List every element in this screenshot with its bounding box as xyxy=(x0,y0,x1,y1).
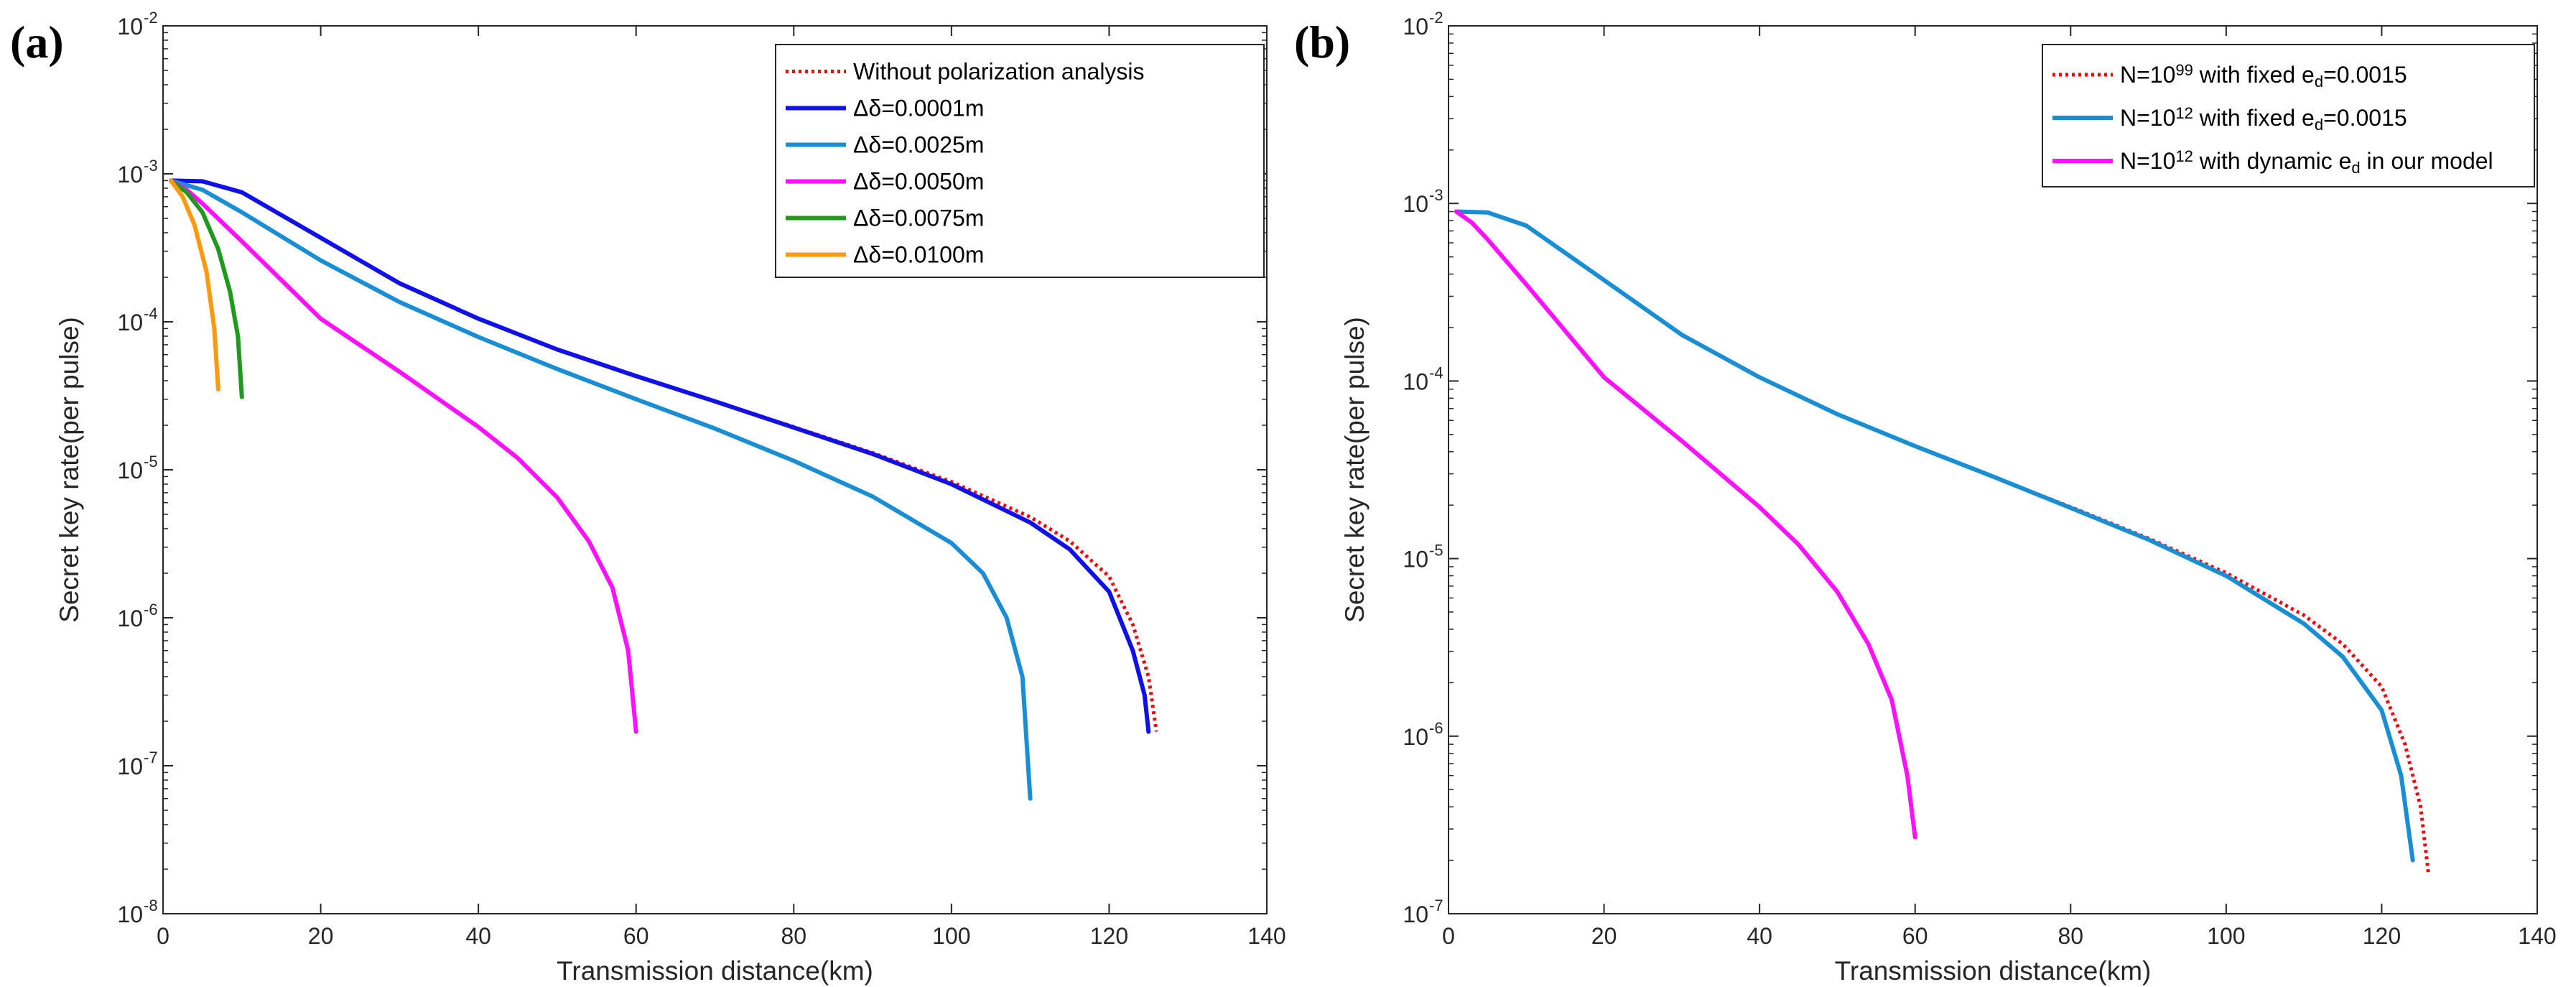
y-tick-label: 10 xyxy=(1403,902,1428,927)
y-tick-exponent: -7 xyxy=(144,749,158,766)
x-tick-label: 80 xyxy=(2057,923,2083,949)
y-tick-exponent: -4 xyxy=(1429,363,1443,381)
series-line xyxy=(1454,209,1917,840)
x-tick-label: 20 xyxy=(1591,923,1617,949)
y-tick-exponent: -5 xyxy=(1429,542,1443,560)
y-tick-exponent: -2 xyxy=(144,9,158,27)
series-line xyxy=(169,178,244,399)
series-line xyxy=(169,178,638,734)
y-tick-exponent: -3 xyxy=(1429,186,1443,204)
y-tick-exponent: -6 xyxy=(144,601,158,618)
x-tick-label: 40 xyxy=(1747,923,1772,949)
x-tick-label: 0 xyxy=(1442,923,1455,949)
y-tick-label: 10 xyxy=(117,162,143,187)
y-tick-exponent: -6 xyxy=(1429,719,1443,737)
y-tick-label: 10 xyxy=(1403,724,1428,750)
legend-label: Δδ=0.0025m xyxy=(853,132,984,158)
x-tick-label: 100 xyxy=(2207,923,2245,949)
panel-label-a: (a) xyxy=(10,17,64,68)
panel-label-b: (b) xyxy=(1294,17,1351,68)
legend-label: Δδ=0.0001m xyxy=(853,96,984,121)
y-tick-exponent: -8 xyxy=(144,896,158,914)
x-tick-label: 100 xyxy=(932,923,970,949)
series-line xyxy=(169,178,1033,801)
legend-box xyxy=(2042,44,2535,187)
x-tick-label: 20 xyxy=(308,923,334,949)
series-line xyxy=(169,178,1151,734)
x-tick-label: 80 xyxy=(781,923,806,949)
y-tick-exponent: -3 xyxy=(144,157,158,175)
y-tick-label: 10 xyxy=(117,14,143,40)
x-tick-label: 140 xyxy=(1247,923,1285,949)
x-tick-label: 60 xyxy=(1902,923,1928,949)
series-line xyxy=(169,178,220,391)
y-tick-label: 10 xyxy=(1403,369,1428,394)
legend-label: Δδ=0.0050m xyxy=(853,169,984,195)
legend-box xyxy=(775,44,1265,278)
x-tick-label: 120 xyxy=(1090,923,1128,949)
x-tick-label: 120 xyxy=(2363,923,2401,949)
x-axis-title: Transmission distance(km) xyxy=(1835,956,2152,986)
series-line xyxy=(1454,209,2415,863)
y-tick-label: 10 xyxy=(117,754,143,779)
y-tick-label: 10 xyxy=(1403,14,1428,40)
y-tick-exponent: -5 xyxy=(144,453,158,471)
y-tick-exponent: -2 xyxy=(1429,9,1443,27)
y-tick-exponent: -4 xyxy=(144,305,158,323)
x-tick-label: 0 xyxy=(157,923,169,949)
legend-label: N=1099 with fixed ed=0.0015 xyxy=(2120,61,2407,90)
x-tick-label: 140 xyxy=(2518,923,2556,949)
chart-a: 0 20 40 60 80 100 120 14010-810-710-610-510-410… xyxy=(55,9,1286,986)
legend-label: N=1012 with fixed ed=0.0015 xyxy=(2120,104,2407,133)
y-tick-label: 10 xyxy=(1403,547,1428,573)
x-tick-label: 40 xyxy=(465,923,491,949)
y-tick-label: 10 xyxy=(117,458,143,483)
y-tick-label: 10 xyxy=(117,310,143,335)
y-tick-label: 10 xyxy=(117,606,143,631)
y-axis-title: Secret key rate(per pulse) xyxy=(1340,317,1370,623)
y-axis-title: Secret key rate(per pulse) xyxy=(55,317,84,623)
y-tick-label: 10 xyxy=(117,902,143,927)
legend-label: Δδ=0.0100m xyxy=(853,242,984,268)
chart-b: 0 20 40 60 80 100 120 14010-710-610-510-410-310… xyxy=(1340,9,2557,986)
y-tick-label: 10 xyxy=(1403,191,1428,217)
y-tick-exponent: -7 xyxy=(1429,896,1443,914)
legend-label: Without polarization analysis xyxy=(853,59,1145,85)
legend-label: N=1012 with dynamic ed in our model xyxy=(2120,147,2493,176)
legend-label: Δδ=0.0075m xyxy=(853,205,984,231)
x-axis-title: Transmission distance(km) xyxy=(557,956,873,986)
series-line xyxy=(170,178,1158,732)
x-tick-label: 60 xyxy=(623,923,649,949)
